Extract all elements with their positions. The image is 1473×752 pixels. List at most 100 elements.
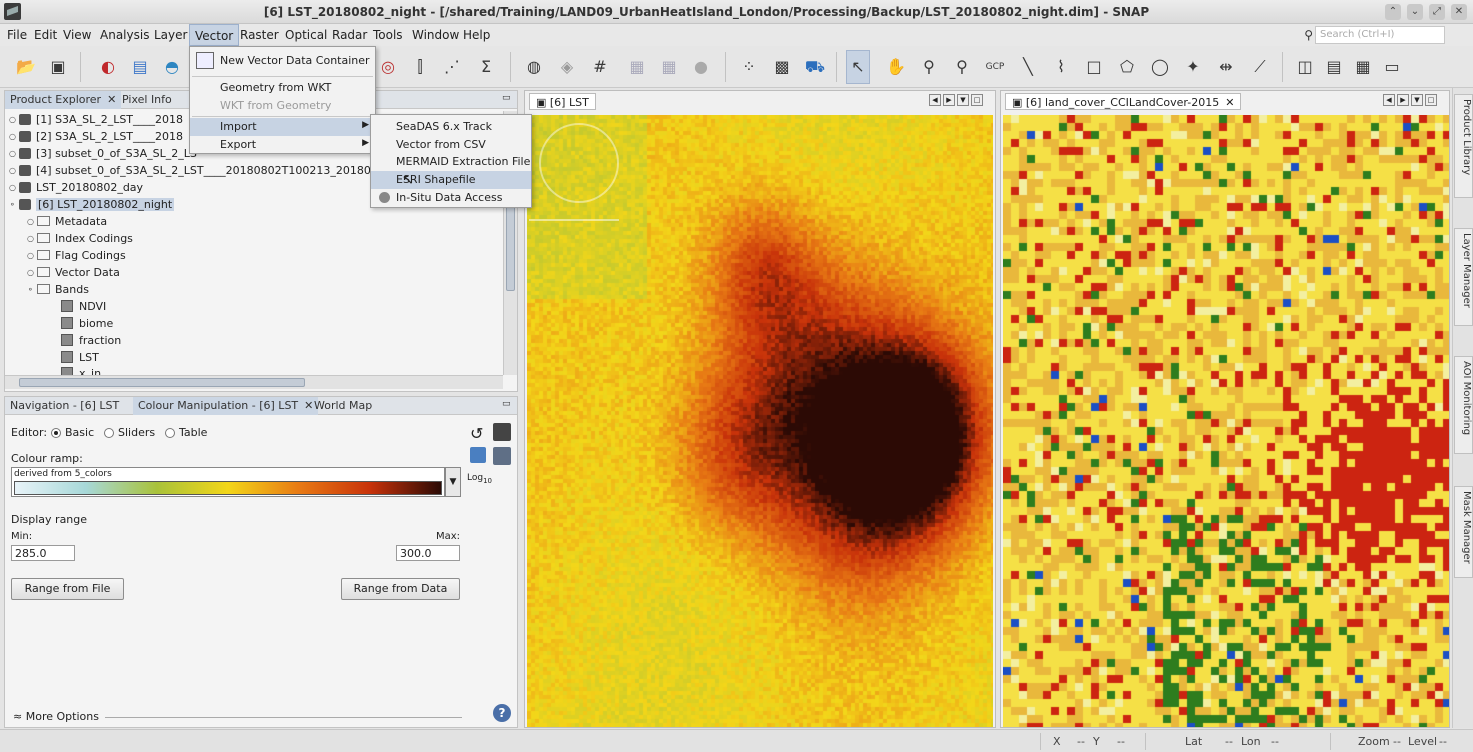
range-from-data-button[interactable]: Range from Data — [341, 578, 460, 600]
tree-item-product-2[interactable]: ○ [2] S3A_SL_2_LST____2018 — [9, 129, 184, 143]
menu-item-export[interactable]: Export ▶ — [220, 138, 369, 151]
side-tab-aoi-monitoring[interactable]: AOI Monitoring — [1454, 356, 1473, 454]
menu-item-wkt-from-geometry[interactable]: WKT from Geometry — [220, 99, 332, 112]
zoom-slider[interactable] — [529, 219, 619, 221]
menu-item-esri-shapefile[interactable]: ESRI Shapefile — [371, 171, 531, 189]
magic-wand-icon[interactable]: ✦ — [1186, 57, 1200, 76]
menu-item-seadas-track[interactable]: SeaDAS 6.x Track — [396, 120, 493, 133]
zoom-tool-icon[interactable]: ⚲ — [923, 57, 935, 76]
menu-vector[interactable]: Vector — [189, 24, 240, 46]
rgb-image-icon[interactable]: ▤ — [132, 57, 148, 76]
side-tab-layer-manager[interactable]: Layer Manager — [1454, 228, 1473, 326]
tree-folder-flag-codings[interactable]: ○ Flag Codings — [27, 248, 126, 262]
log10-toggle[interactable]: Log10 — [467, 473, 492, 485]
menu-optical[interactable]: Optical — [285, 28, 328, 42]
minimize-button[interactable]: ⌄ — [1407, 4, 1423, 20]
tab-colour-manipulation[interactable]: Colour Manipulation - [6] LST ✕ — [133, 397, 319, 415]
view-tab-landcover[interactable]: ▣ [6] land_cover_CCILandCover-2015 ✕ — [1005, 93, 1242, 110]
time-series-icon[interactable]: ⛟ — [804, 57, 826, 76]
tree-horizontal-scrollbar[interactable] — [5, 375, 503, 389]
view-list-icon[interactable]: ▼ — [957, 94, 969, 106]
polyline-drawing-icon[interactable]: ⌇ — [1057, 57, 1065, 76]
menu-item-new-vector-data-container[interactable]: New Vector Data Container — [190, 52, 375, 70]
editor-sliders-radio[interactable]: Sliders — [104, 426, 155, 439]
tree-item-product-4[interactable]: ○ [4] subset_0_of_S3A_SL_2_LST____2018080… — [9, 163, 378, 177]
pin-manager-icon[interactable]: ⁘ — [742, 57, 756, 76]
tab-world-map[interactable]: World Map — [314, 399, 373, 412]
graticule-icon[interactable]: # — [593, 57, 607, 76]
minimize-panel-icon[interactable]: ▭ — [502, 399, 511, 409]
pan-tool-icon[interactable]: ✋ — [886, 57, 906, 76]
select-tool-icon[interactable]: ↖ — [846, 50, 870, 84]
tile-horizontal-icon[interactable]: ◫ — [1297, 57, 1313, 76]
tile-floating-icon[interactable]: ▭ — [1384, 57, 1400, 76]
tree-item-product-6[interactable]: ⚬ [6] LST_20180802_night — [9, 197, 175, 211]
tree-folder-metadata[interactable]: ○ Metadata — [27, 214, 108, 228]
landcover-raster-image[interactable] — [1003, 115, 1449, 727]
menu-view[interactable]: View — [63, 28, 92, 42]
minimize-panel-icon[interactable]: ▭ — [502, 93, 511, 103]
shade-button[interactable]: ⌃ — [1385, 4, 1401, 20]
menu-item-in-situ-data-access[interactable]: In-Situ Data Access — [371, 189, 531, 207]
pin-placing-icon[interactable]: ⚲ — [956, 57, 968, 76]
min-value-field[interactable]: 285.0 — [11, 545, 75, 561]
menu-help[interactable]: Help — [463, 28, 491, 42]
save-product-icon[interactable]: ▣ — [50, 57, 66, 76]
navigation-compass-icon[interactable] — [539, 123, 619, 203]
close-tab-icon[interactable]: ✕ — [1225, 96, 1235, 109]
lst-raster-image[interactable] — [527, 115, 993, 727]
tile-grid-icon[interactable]: ▦ — [1355, 57, 1371, 76]
menu-item-import[interactable]: Import ▶ — [190, 118, 375, 136]
scroll-right-icon[interactable]: ▶ — [943, 94, 955, 106]
ramp-dropdown-arrow-icon[interactable]: ▼ — [445, 467, 461, 497]
menu-radar[interactable]: Radar — [332, 28, 368, 42]
menu-raster[interactable]: Raster — [240, 28, 279, 42]
editor-basic-radio[interactable]: Basic — [51, 426, 94, 439]
spectrum-icon[interactable]: ◎ — [381, 57, 395, 76]
tree-folder-index-codings[interactable]: ○ Index Codings — [27, 231, 133, 245]
range-finder-icon[interactable]: ⇹ — [1219, 57, 1233, 76]
tree-band-biome[interactable]: biome — [61, 315, 113, 331]
tab-navigation[interactable]: Navigation - [6] LST — [10, 399, 120, 412]
help-icon[interactable]: ? — [493, 704, 511, 722]
view-tab-lst[interactable]: ▣ [6] LST — [529, 93, 596, 110]
gcp-placing-icon[interactable]: GCP — [985, 62, 1005, 72]
tree-folder-vector-data[interactable]: ○ Vector Data — [27, 265, 120, 279]
colour-ramp-dropdown[interactable]: derived from 5_colors — [11, 467, 445, 497]
tree-item-product-1[interactable]: ○ [1] S3A_SL_2_LST____2018 — [9, 112, 184, 126]
maximize-button[interactable]: ⤢ — [1429, 4, 1445, 20]
wave-icon[interactable]: ◓ — [165, 57, 179, 76]
tree-band-ndvi[interactable]: NDVI — [61, 298, 106, 314]
menu-layer[interactable]: Layer — [154, 28, 188, 42]
overlay-icon[interactable]: ▦ — [629, 57, 645, 76]
tab-pixel-info[interactable]: Pixel Info — [122, 93, 172, 106]
gcp-manager-icon[interactable]: ▩ — [774, 57, 790, 76]
ellipse-drawing-icon[interactable]: ◯ — [1151, 57, 1169, 76]
line-drawing-icon[interactable]: ╲ — [1023, 57, 1033, 76]
menu-tools[interactable]: Tools — [373, 28, 403, 42]
close-button[interactable]: ✕ — [1451, 4, 1467, 20]
range-from-file-button[interactable]: Range from File — [11, 578, 124, 600]
reset-icon[interactable]: ↺ — [470, 424, 484, 443]
multi-apply-icon[interactable] — [493, 423, 511, 441]
sync-icon[interactable]: ● — [694, 57, 708, 76]
world-view-icon[interactable]: ◍ — [527, 57, 541, 76]
menu-item-vector-from-csv[interactable]: Vector from CSV — [396, 138, 486, 151]
tree-item-product-3[interactable]: ○ [3] subset_0_of_S3A_SL_2_LS — [9, 146, 197, 160]
brush-icon[interactable]: ⟋ — [1254, 57, 1266, 76]
menu-file[interactable]: File — [7, 28, 28, 42]
tile-vertical-icon[interactable]: ▤ — [1326, 57, 1342, 76]
import-palette-icon[interactable] — [470, 447, 486, 463]
scatter-plot-icon[interactable]: ⋰ — [444, 57, 460, 76]
side-tab-mask-manager[interactable]: Mask Manager — [1454, 486, 1473, 578]
maximize-view-icon[interactable]: □ — [971, 94, 983, 106]
menu-item-geometry-from-wkt[interactable]: Geometry from WKT — [220, 81, 332, 94]
menu-analysis[interactable]: Analysis — [100, 28, 150, 42]
open-product-icon[interactable]: 📂 — [16, 57, 36, 76]
side-tab-product-library[interactable]: Product Library — [1454, 94, 1473, 198]
search-input[interactable]: Search (Ctrl+I) — [1315, 26, 1445, 44]
scroll-left-icon[interactable]: ◀ — [929, 94, 941, 106]
export-palette-icon[interactable] — [493, 447, 511, 465]
menu-edit[interactable]: Edit — [34, 28, 58, 42]
more-options-toggle[interactable]: ≈ More Options — [13, 710, 99, 723]
